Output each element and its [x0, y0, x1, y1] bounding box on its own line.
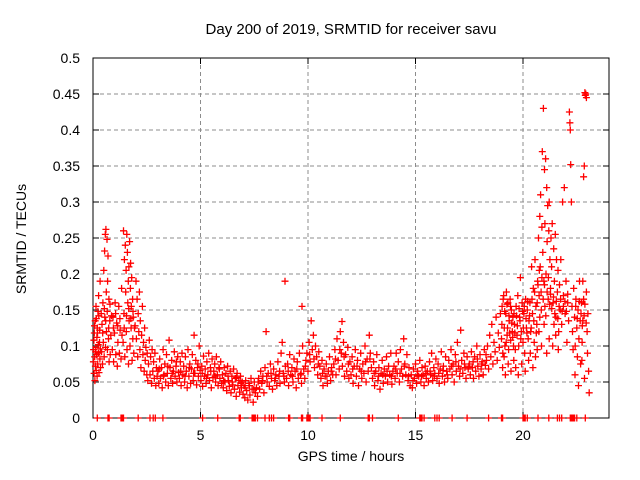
x-tick-label: 20 [515, 427, 531, 443]
y-tick-label: 0.1 [61, 338, 81, 354]
y-tick-label: 0.5 [61, 50, 81, 66]
chart-title: Day 200 of 2019, SRMTID for receiver sav… [205, 21, 497, 38]
y-tick-label: 0.25 [53, 230, 80, 246]
x-tick-label: 5 [197, 427, 205, 443]
y-tick-label: 0.15 [53, 302, 80, 318]
y-tick-label: 0.2 [61, 266, 81, 282]
y-tick-label: 0.4 [61, 122, 81, 138]
y-tick-label: 0.3 [61, 194, 81, 210]
x-tick-label: 0 [89, 427, 97, 443]
x-tick-label: 10 [300, 427, 316, 443]
data-points-srmtid [89, 89, 593, 422]
x-axis-label: GPS time / hours [297, 448, 405, 464]
y-tick-label: 0.05 [53, 374, 80, 390]
y-tick-label: 0.35 [53, 158, 80, 174]
y-tick-label: 0.45 [53, 86, 80, 102]
y-axis-label: SRMTID / TECUs [13, 183, 29, 295]
y-tick-label: 0 [72, 410, 80, 426]
x-tick-label: 15 [408, 427, 424, 443]
